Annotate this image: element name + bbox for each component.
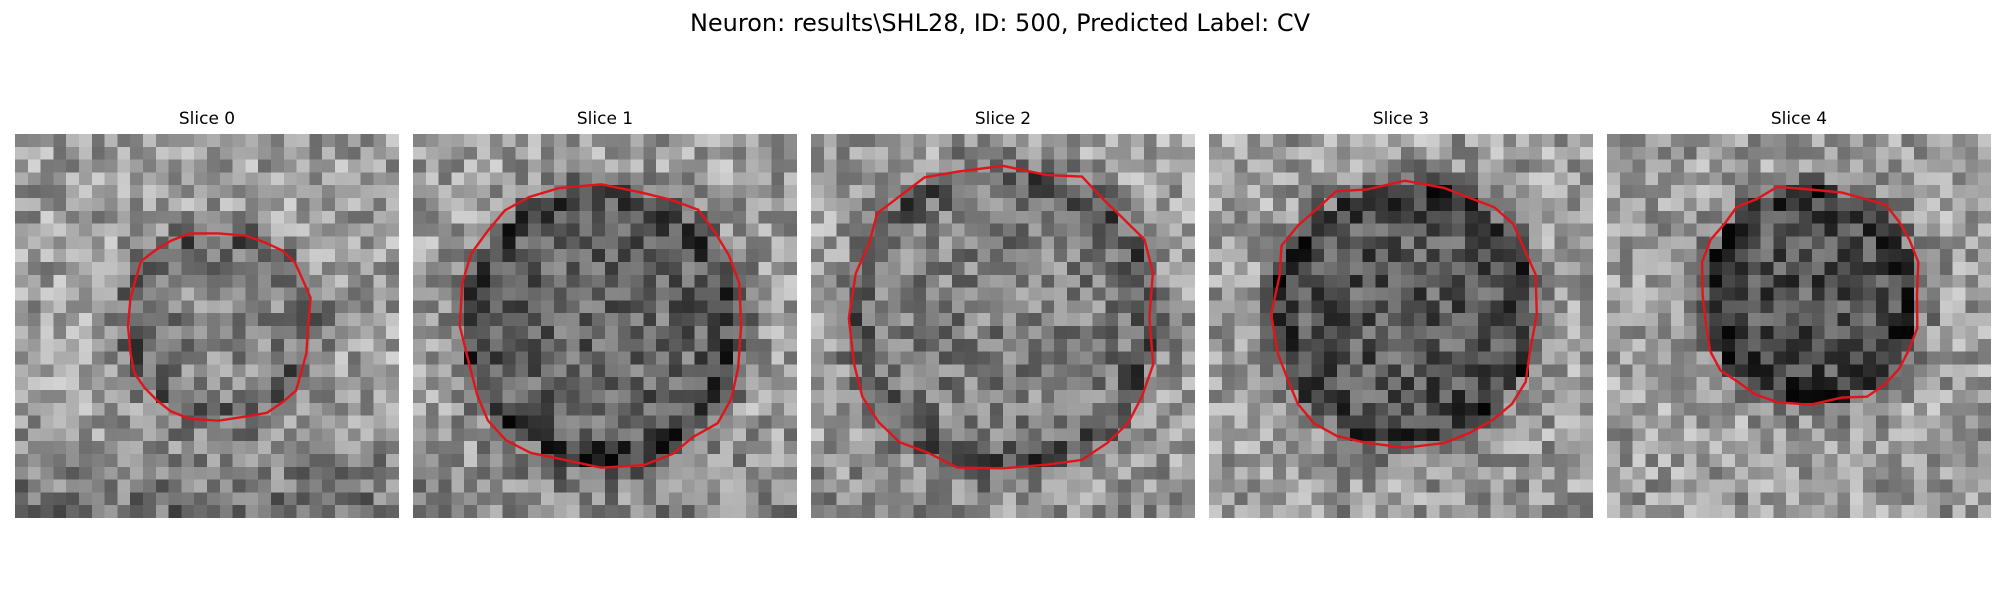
grayscale-image (413, 134, 797, 518)
grayscale-image (15, 134, 399, 518)
slice-image (15, 134, 399, 518)
slice-title: Slice 4 (1770, 109, 1828, 129)
contour-overlay (458, 183, 743, 469)
neuron-contour (126, 232, 312, 422)
slice-title: Slice 3 (1372, 109, 1430, 129)
contour-overlay (1700, 185, 1920, 406)
contour-overlay (126, 232, 312, 422)
contour-overlay (847, 164, 1155, 470)
slice-title: Slice 0 (178, 109, 236, 129)
slice-image (413, 134, 797, 518)
figure-title: Neuron: results\SHL28, ID: 500, Predicte… (689, 9, 1311, 37)
slice-image (1607, 134, 1991, 518)
grayscale-image (1607, 134, 1991, 518)
neuron-contour (1269, 179, 1539, 449)
slice-panel-2: Slice 2 (811, 108, 1195, 518)
slice-image (811, 134, 1195, 518)
neuron-contour (458, 183, 743, 469)
slice-panel-3: Slice 3 (1209, 108, 1593, 518)
grayscale-image (811, 134, 1195, 518)
slice-panel-4: Slice 4 (1607, 108, 1991, 518)
slice-image (1209, 134, 1593, 518)
slice-panel-1: Slice 1 (413, 108, 797, 518)
neuron-contour (1700, 185, 1920, 406)
contour-overlay (1269, 179, 1539, 449)
slice-title: Slice 2 (974, 109, 1032, 129)
neuron-contour (847, 164, 1155, 470)
slice-panel-0: Slice 0 (15, 108, 399, 518)
slice-title: Slice 1 (576, 109, 634, 129)
